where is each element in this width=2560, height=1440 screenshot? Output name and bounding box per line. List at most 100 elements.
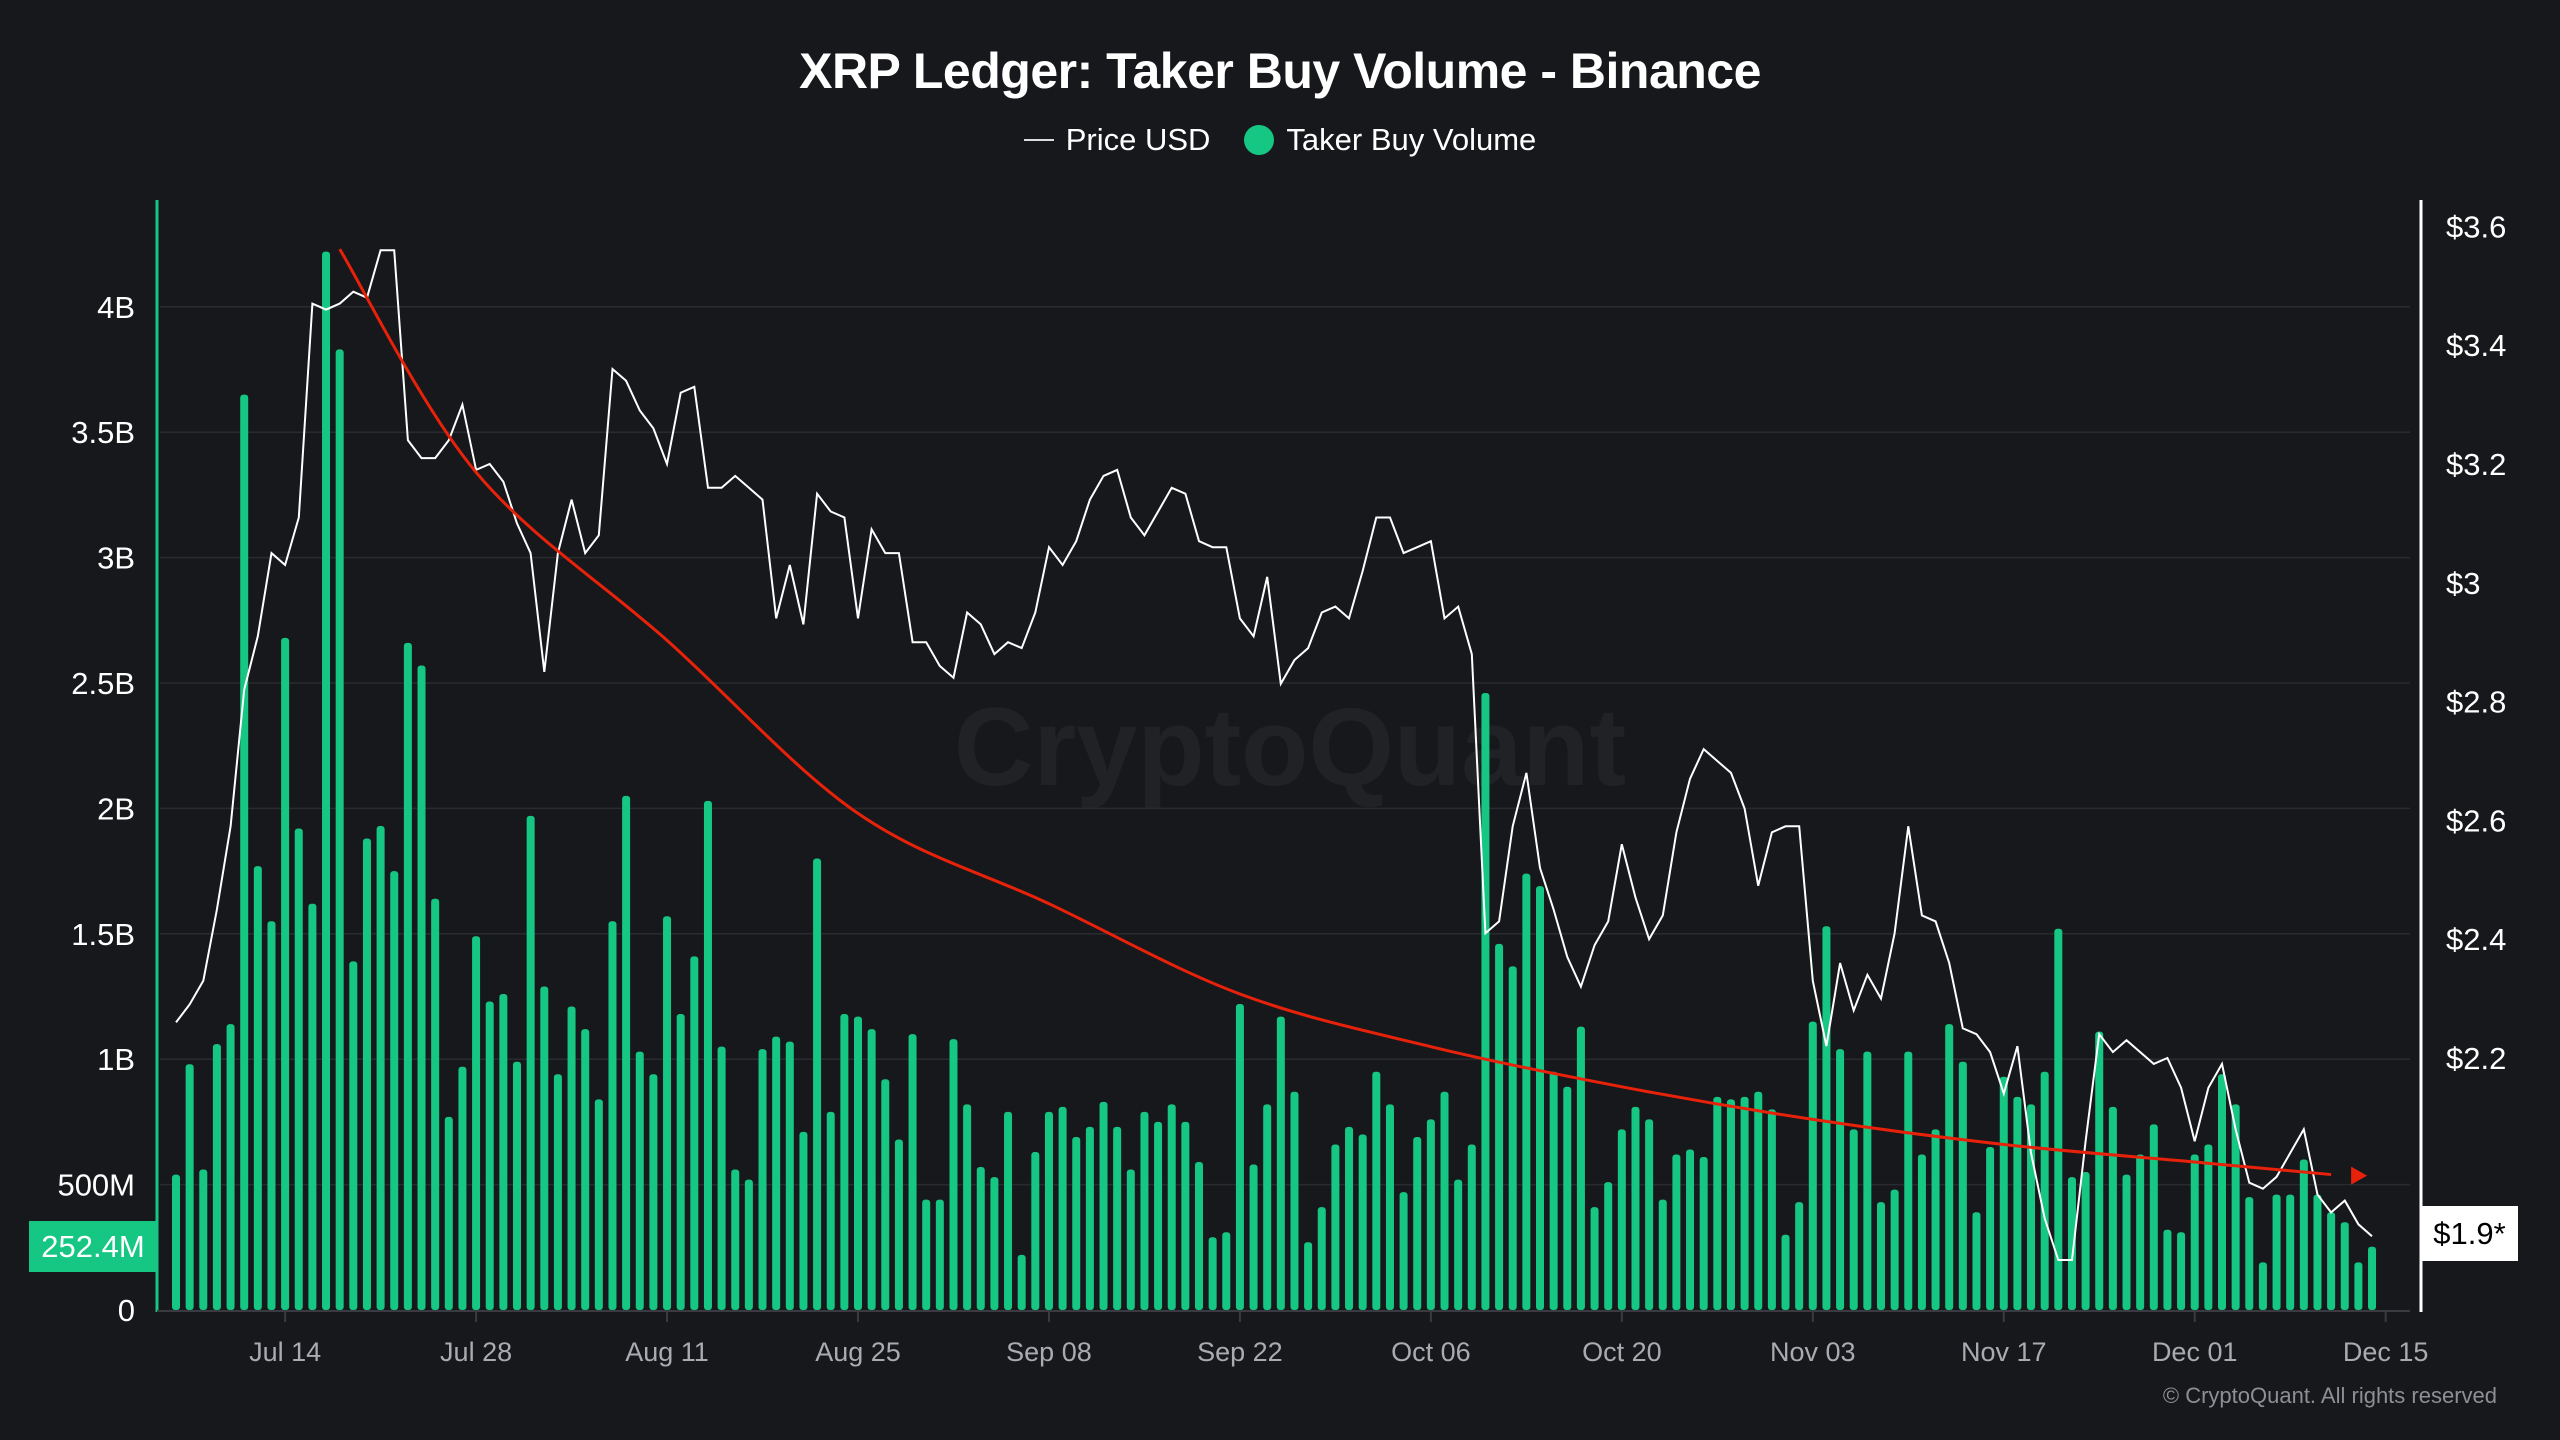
volume-bar [1495, 943, 1504, 1310]
trend-line [338, 248, 2332, 1177]
right-tick-label: $3.6 [2446, 209, 2506, 244]
watermark: CryptoQuant [954, 686, 1626, 809]
volume-bar [1099, 1101, 1108, 1310]
volume-bar [1767, 1109, 1776, 1310]
volume-bar [240, 394, 249, 1311]
volume-bar [2027, 1104, 2036, 1310]
copyright: © CryptoQuant. All rights reserved [2162, 1383, 2497, 1408]
volume-bar [1154, 1121, 1163, 1310]
volume-bar [431, 898, 440, 1310]
volume-bar [1440, 1091, 1449, 1310]
right-tick-label: $2.4 [2446, 922, 2506, 957]
volume-bar [799, 1131, 808, 1310]
volume-bar [663, 916, 672, 1310]
volume-bar [1113, 1126, 1122, 1310]
volume-bar [622, 795, 631, 1310]
volume-bar [212, 1044, 221, 1310]
volume-bars [172, 251, 2377, 1311]
x-tick-label: Nov 03 [1770, 1337, 1856, 1367]
volume-bar [1726, 1099, 1735, 1310]
volume-bar [1276, 1016, 1285, 1310]
volume-bar [253, 866, 262, 1310]
volume-bar [2163, 1229, 2172, 1310]
legend-label-price: Price USD [1065, 122, 1211, 157]
volume-bar [308, 903, 317, 1310]
volume-bar [1345, 1126, 1354, 1310]
volume-bar [1795, 1202, 1804, 1310]
volume-bar [1986, 1146, 1995, 1310]
volume-bar [376, 825, 385, 1310]
chart-title: XRP Ledger: Taker Buy Volume - Binance [799, 43, 1761, 99]
volume-bar [772, 1036, 781, 1310]
volume-bar [1999, 1076, 2008, 1310]
left-tick-label: 4B [97, 290, 135, 325]
left-tick-label: 1.5B [71, 917, 135, 952]
volume-bar [785, 1041, 794, 1310]
volume-bar [635, 1051, 644, 1310]
volume-bar [2149, 1124, 2158, 1310]
volume-bar [1822, 926, 1831, 1310]
volume-bar [2368, 1246, 2377, 1310]
volume-bar [976, 1167, 985, 1310]
volume-bar [1549, 1071, 1558, 1310]
x-tick-label: Oct 06 [1391, 1337, 1471, 1367]
volume-bar [567, 1006, 576, 1310]
volume-bar [1208, 1237, 1217, 1310]
volume-bar [2081, 1172, 2090, 1310]
volume-bar [2136, 1154, 2145, 1310]
volume-bar [2204, 1144, 2213, 1310]
volume-bar [513, 1061, 521, 1310]
right-tick-label: $2.8 [2446, 685, 2506, 720]
volume-bar [1140, 1111, 1149, 1310]
volume-bar [1754, 1091, 1763, 1310]
x-tick-label: Nov 17 [1961, 1337, 2047, 1367]
volume-bar [1522, 873, 1531, 1310]
right-tick-label: $2.2 [2446, 1041, 2506, 1076]
volume-bar [731, 1169, 740, 1310]
volume-bar [963, 1104, 972, 1310]
volume-bar [1781, 1234, 1790, 1310]
volume-bar [1195, 1162, 1203, 1310]
left-tick-label: 500M [57, 1168, 135, 1203]
volume-bar [1126, 1169, 1135, 1310]
volume-bar [1085, 1126, 1094, 1310]
x-tick-label: Aug 11 [625, 1337, 709, 1367]
volume-bar [676, 1014, 685, 1310]
volume-bar [949, 1039, 958, 1310]
volume-bar [1631, 1106, 1640, 1310]
volume-bar [281, 637, 290, 1310]
legend-item-price[interactable]: Price USD [1023, 122, 1211, 158]
volume-bar [1945, 1024, 1954, 1310]
volume-bar [717, 1046, 726, 1310]
volume-bar [1399, 1192, 1408, 1310]
left-tick-label: 2B [97, 791, 135, 826]
volume-bar [1167, 1104, 1176, 1310]
volume-bar [553, 1074, 562, 1310]
volume-bar [1017, 1254, 1026, 1310]
left-tick-label: 0 [118, 1293, 135, 1328]
volume-bar [390, 871, 399, 1310]
volume-bar [703, 800, 712, 1310]
volume-bar [1508, 966, 1517, 1310]
x-tick-label: Oct 20 [1582, 1337, 1662, 1367]
volume-bar [608, 921, 617, 1310]
legend-item-volume[interactable]: Taker Buy Volume [1244, 122, 1536, 158]
volume-bar [1358, 1134, 1367, 1310]
volume-bar [1454, 1179, 1463, 1310]
volume-bar [2245, 1197, 2254, 1310]
volume-bar [1808, 1021, 1817, 1310]
left-tick-label: 2.5B [71, 666, 135, 701]
volume-bar [1249, 1164, 1258, 1310]
volume-bar [1576, 1026, 1585, 1310]
volume-bar [2327, 1212, 2336, 1310]
volume-bar [1604, 1182, 1613, 1310]
volume-bar [485, 1001, 494, 1310]
volume-bar [1536, 886, 1544, 1310]
volume-bar [226, 1024, 235, 1310]
volume-bar [540, 986, 549, 1310]
volume-bar [1686, 1149, 1695, 1310]
volume-bar [1372, 1071, 1381, 1310]
volume-bar [472, 936, 481, 1310]
left-tick-label: 3.5B [71, 415, 135, 450]
axis-labels: 0 500M 1B 1.5B 2B 2.5B 3B 3.5B 4B $3.6 $3.4 $3.2 $3 $… [57, 209, 2506, 1367]
